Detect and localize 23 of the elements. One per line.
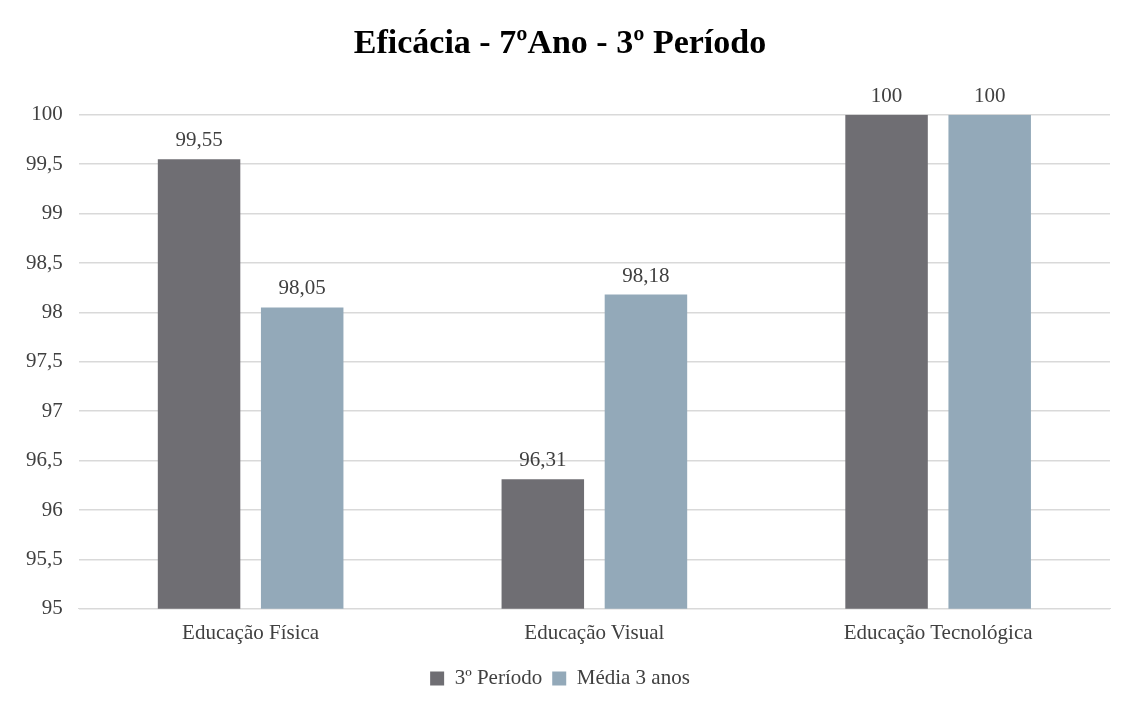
data-label: 98,05: [278, 275, 326, 300]
y-tick-label: 99: [41, 200, 63, 225]
y-tick-label: 95,5: [26, 545, 63, 570]
x-tick-label: Educação Tecnológica: [843, 619, 1034, 644]
y-tick-label: 96,5: [26, 447, 63, 472]
y-tick-label: 100: [31, 101, 63, 126]
x-tick-label: Educação Visual: [524, 619, 665, 644]
data-label: 96,31: [519, 447, 567, 472]
chart-title: Eficácia - 7ºAno - 3º Período: [353, 23, 767, 61]
x-tick-label: Educação Física: [182, 619, 320, 644]
legend-label: Média 3 anos: [576, 665, 690, 690]
y-tick-label: 96: [41, 496, 63, 521]
data-label: 98,18: [622, 262, 670, 287]
data-label: 100: [973, 82, 1006, 107]
y-tick-label: 98: [41, 298, 63, 323]
legend-label: 3º Período: [454, 665, 543, 690]
y-tick-label: 99,5: [26, 150, 63, 175]
y-tick-label: 97,5: [26, 348, 63, 373]
data-label: 100: [870, 82, 903, 107]
data-label: 99,55: [175, 127, 223, 152]
y-tick-label: 95: [41, 595, 63, 620]
y-tick-label: 97: [41, 397, 63, 422]
y-tick-label: 98,5: [26, 249, 63, 274]
